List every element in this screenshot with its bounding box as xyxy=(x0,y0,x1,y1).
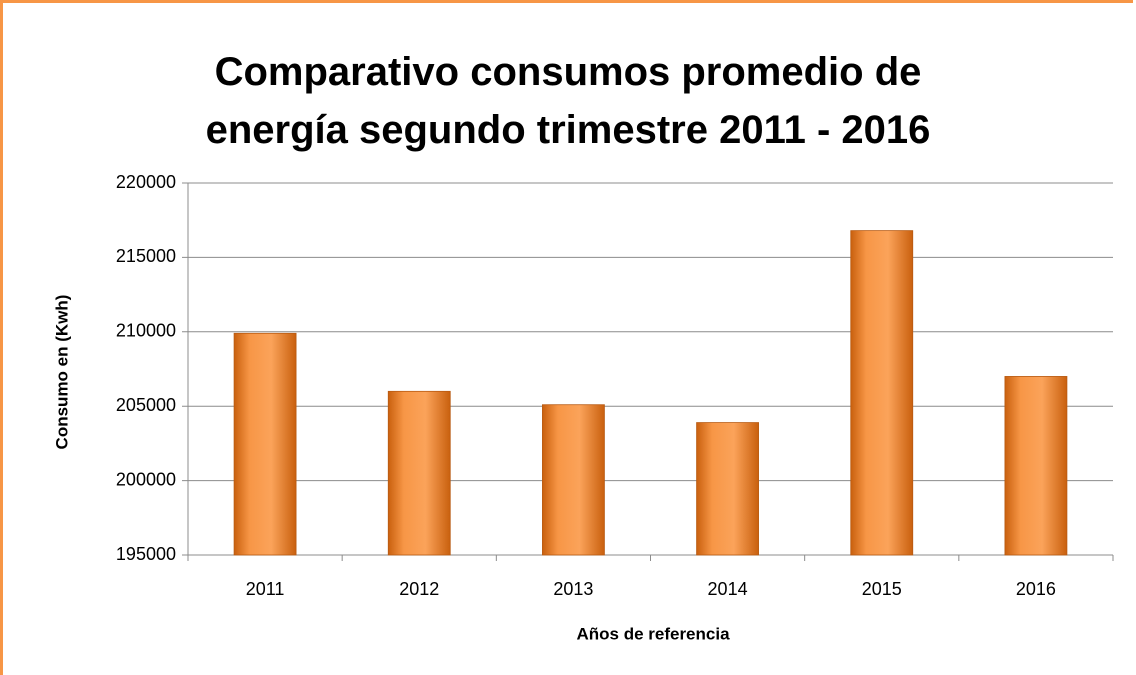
bar xyxy=(233,332,297,556)
y-tick-label: 195000 xyxy=(116,544,176,564)
y-tick-label: 220000 xyxy=(116,172,176,192)
y-tick-label: 200000 xyxy=(116,469,176,489)
y-tick-label: 210000 xyxy=(116,321,176,341)
bar xyxy=(696,422,759,556)
x-tick-label: 2015 xyxy=(862,579,902,599)
x-axis-title: Años de referencia xyxy=(576,624,730,643)
x-tick-label: 2016 xyxy=(1016,579,1056,599)
chart: Consumo en (Kwh) Años de referencia 1950… xyxy=(52,172,1114,643)
x-tick-label: 2012 xyxy=(399,579,439,599)
x-tick-label: 2011 xyxy=(246,579,285,599)
y-tick-label: 205000 xyxy=(116,395,176,415)
y-axis-title: Consumo en (Kwh) xyxy=(52,295,71,450)
bar xyxy=(1004,376,1068,556)
bar xyxy=(850,230,914,556)
y-tick-label: 215000 xyxy=(116,246,176,266)
bar xyxy=(542,404,605,556)
chart-title: Comparativo consumos promedio de energía… xyxy=(205,50,931,152)
title-box: Comparativo consumos promedio de energía… xyxy=(3,43,1133,159)
x-tick-label: 2014 xyxy=(708,579,748,599)
x-tick-label: 2013 xyxy=(553,579,593,599)
bar xyxy=(387,390,451,556)
